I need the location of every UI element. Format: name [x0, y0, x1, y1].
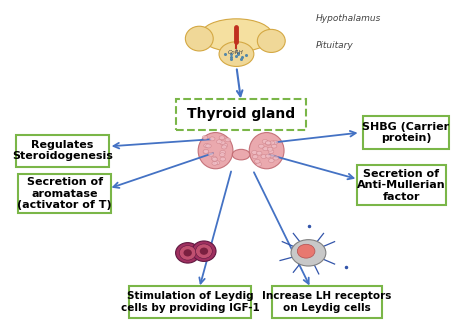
Circle shape: [217, 140, 222, 144]
Circle shape: [265, 154, 271, 158]
Ellipse shape: [297, 244, 315, 258]
Ellipse shape: [249, 132, 284, 169]
Text: Pituitary: Pituitary: [315, 41, 353, 50]
Circle shape: [202, 135, 208, 139]
Text: SHBG (Carrier
protein): SHBG (Carrier protein): [363, 122, 449, 143]
Circle shape: [255, 159, 260, 163]
Circle shape: [258, 144, 264, 148]
Circle shape: [214, 161, 220, 165]
Text: Increase LH receptors
on Leydig cells: Increase LH receptors on Leydig cells: [262, 292, 392, 313]
Circle shape: [265, 141, 271, 145]
Circle shape: [262, 139, 268, 143]
Circle shape: [261, 155, 266, 159]
Text: Regulates
Steroidogenesis: Regulates Steroidogenesis: [12, 140, 113, 162]
Circle shape: [268, 150, 274, 154]
Ellipse shape: [219, 42, 254, 67]
Circle shape: [221, 145, 227, 149]
Circle shape: [252, 151, 257, 154]
Circle shape: [263, 147, 268, 151]
Ellipse shape: [198, 132, 233, 169]
Circle shape: [211, 156, 217, 160]
Circle shape: [212, 157, 218, 161]
Text: Thyroid gland: Thyroid gland: [187, 108, 295, 121]
Circle shape: [210, 137, 215, 141]
FancyBboxPatch shape: [272, 286, 382, 318]
Circle shape: [267, 147, 273, 151]
Circle shape: [204, 144, 210, 148]
FancyBboxPatch shape: [129, 286, 251, 318]
Circle shape: [212, 161, 218, 165]
Ellipse shape: [196, 244, 212, 259]
Text: Stimulation of Leydig
cells by providing IGF-1: Stimulation of Leydig cells by providing…: [121, 292, 259, 313]
Ellipse shape: [201, 19, 273, 52]
Ellipse shape: [192, 241, 216, 261]
Circle shape: [219, 153, 225, 157]
Circle shape: [206, 144, 211, 148]
Circle shape: [269, 159, 274, 163]
Ellipse shape: [291, 240, 326, 266]
Ellipse shape: [185, 26, 213, 51]
FancyBboxPatch shape: [18, 173, 111, 213]
Circle shape: [271, 144, 277, 148]
Circle shape: [256, 151, 262, 155]
Circle shape: [269, 154, 274, 158]
Circle shape: [203, 149, 209, 153]
Ellipse shape: [175, 243, 200, 263]
Circle shape: [219, 136, 225, 140]
Circle shape: [222, 143, 228, 147]
FancyBboxPatch shape: [357, 166, 446, 205]
Circle shape: [265, 141, 271, 145]
Circle shape: [220, 150, 226, 154]
Circle shape: [252, 155, 258, 159]
Text: Secretion of
Anti-Mullerian
factor: Secretion of Anti-Mullerian factor: [357, 169, 446, 202]
FancyBboxPatch shape: [16, 134, 109, 167]
Text: Hypothalamus: Hypothalamus: [315, 14, 381, 23]
Circle shape: [273, 140, 278, 144]
Circle shape: [219, 141, 225, 145]
Circle shape: [203, 150, 209, 154]
Text: GnRH: GnRH: [228, 50, 243, 55]
Ellipse shape: [183, 249, 192, 257]
FancyBboxPatch shape: [363, 117, 449, 149]
Ellipse shape: [232, 149, 250, 160]
Circle shape: [269, 141, 275, 145]
Ellipse shape: [200, 248, 208, 255]
FancyBboxPatch shape: [176, 99, 306, 130]
Text: Secretion of
aromatase
(activator of T): Secretion of aromatase (activator of T): [18, 177, 112, 210]
Circle shape: [225, 138, 230, 142]
Ellipse shape: [257, 29, 285, 52]
Circle shape: [273, 156, 279, 160]
Circle shape: [208, 152, 214, 156]
Circle shape: [256, 162, 262, 166]
Ellipse shape: [179, 246, 196, 260]
Circle shape: [220, 157, 226, 161]
